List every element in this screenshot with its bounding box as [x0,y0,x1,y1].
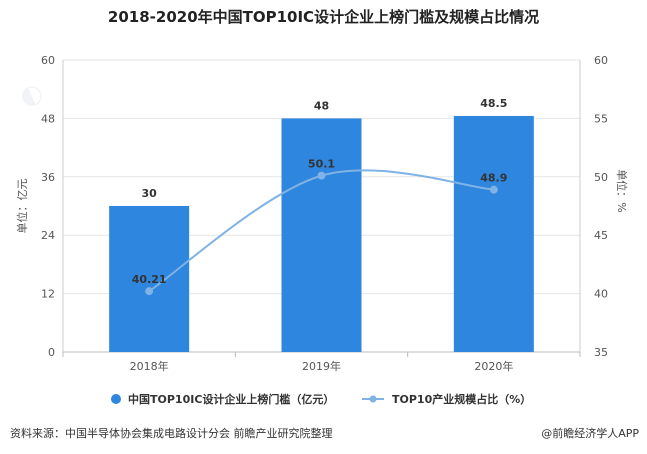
bar-series: 30 48 48.5 [109,97,534,353]
right-tick-label: 40 [594,288,608,301]
left-tick-label: 36 [41,171,55,184]
right-axis-ticks: 35 40 45 50 55 60 [594,54,608,359]
x-tick-label: 2020年 [474,359,513,373]
bar [109,206,190,352]
line-point [317,171,326,180]
bar [281,118,362,353]
bar-value-label: 48 [314,99,329,112]
right-tick-label: 60 [594,54,608,67]
bar-value-label: 30 [142,187,158,200]
legend-bar-marker [111,394,121,404]
right-tick-label: 35 [594,346,608,359]
right-tick-label: 55 [594,112,608,125]
bar-value-label: 48.5 [480,97,507,110]
left-tick-label: 48 [41,112,55,125]
right-tick-label: 50 [594,171,608,184]
right-axis-title: 单位：% [615,169,629,212]
brand-credit: @前瞻经济学人APP [541,427,639,440]
bar [453,115,534,352]
left-axis-title: 单位：亿元 [15,179,29,234]
legend: 中国TOP10IC设计企业上榜门槛（亿元） TOP10产业规模占比（%） [111,392,531,406]
left-tick-label: 60 [41,54,55,67]
source-note: 资料来源：中国半导体协会集成电路设计分会 前瞻产业研究院整理 [10,427,333,440]
legend-line-label: TOP10产业规模占比（%） [392,392,531,406]
left-axis-ticks: 0 12 24 36 48 60 [41,54,55,359]
chart-title: 2018-2020年中国TOP10IC设计企业上榜门槛及规模占比情况 [107,8,540,26]
left-tick-label: 0 [48,346,55,359]
left-tick-label: 12 [41,288,55,301]
x-tick-label: 2018年 [130,359,169,373]
line-value-label: 50.1 [308,158,335,171]
line-point [145,287,154,296]
line-series: 40.21 50.1 48.9 [132,158,507,296]
legend-bar-label: 中国TOP10IC设计企业上榜门槛（亿元） [128,392,334,406]
line-value-label: 40.21 [132,273,167,286]
line-point [489,185,498,194]
left-tick-label: 24 [41,229,55,242]
line-value-label: 48.9 [480,172,507,185]
legend-line-dot [369,395,377,403]
right-tick-label: 45 [594,229,608,242]
x-tick-label: 2019年 [302,359,341,373]
x-axis-ticks: 2018年 2019年 2020年 [62,352,581,373]
